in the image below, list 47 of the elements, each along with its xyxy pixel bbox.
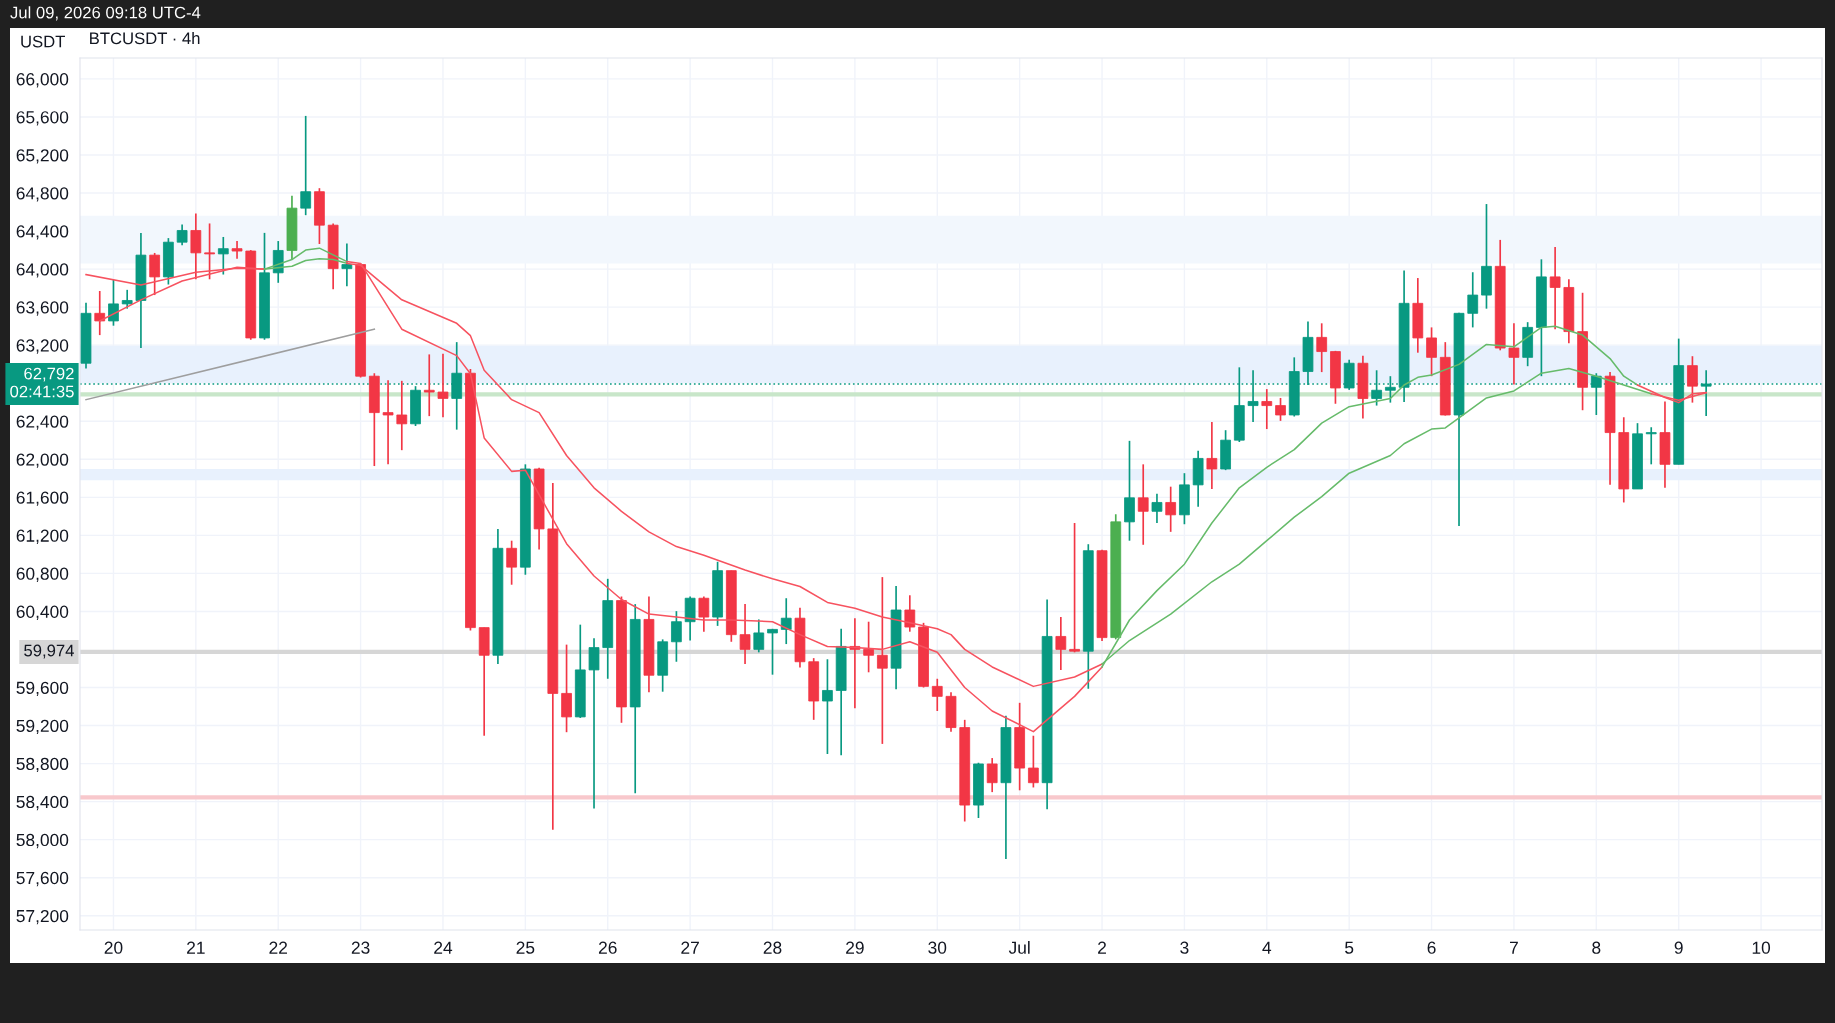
x-tick-label: 20 (104, 941, 123, 954)
y-tick-label: 64,400 (16, 225, 69, 240)
y-tick-label: 65,200 (16, 149, 69, 164)
y-tick-label: 58,400 (16, 795, 69, 811)
y-tick-label: 60,400 (16, 605, 69, 620)
y-tick-label: 60,800 (16, 567, 69, 582)
ref-line-label: 62,792 02:41:35 (10, 367, 74, 398)
x-tick-label: 25 (516, 941, 535, 954)
x-tick-label: 3 (1180, 941, 1189, 954)
y-tick-label: 62,000 (16, 453, 69, 468)
x-tick-label: 24 (434, 941, 453, 954)
chart-title: BTCUSDT · 4h (90, 32, 200, 45)
x-tick-label: 4 (1262, 941, 1272, 954)
y-tick-label: 59,200 (16, 719, 69, 735)
y-tick-label: 64,000 (16, 263, 69, 278)
x-tick-label: 5 (1345, 941, 1354, 954)
x-tick-label: 2 (1098, 941, 1106, 954)
y-tick-label: 61,600 (16, 491, 69, 506)
x-tick-label: 9 (1674, 941, 1683, 954)
x-tick-label: 6 (1427, 941, 1436, 954)
y-tick-label: 64,800 (16, 187, 69, 202)
x-tick-label: 22 (269, 941, 288, 954)
x-tick-label: 10 (1752, 941, 1771, 954)
x-tick-label: 21 (187, 941, 205, 954)
y-tick-label: 59,600 (16, 681, 69, 697)
y-tick-label: 63,200 (16, 339, 69, 354)
x-tick-label: 28 (763, 941, 782, 954)
x-tick-label: 29 (846, 941, 864, 954)
y-tick-label: 66,000 (16, 73, 69, 88)
x-tick-label: 8 (1592, 941, 1601, 954)
y-tick-label: 58,000 (16, 833, 69, 849)
x-tick-label: Jul (1008, 941, 1030, 954)
y-tick-label: 58,800 (16, 757, 69, 773)
y-tick-label: 57,200 (16, 909, 69, 925)
text: Jul 09, 2026 09:18 UTC-4 (10, 6, 201, 21)
x-tick-label: 23 (351, 941, 370, 954)
y-tick-label: 63,600 (16, 301, 69, 316)
y-tick-label: 57,600 (16, 871, 69, 887)
x-tick-label: 30 (928, 941, 947, 954)
ref-line-label: 59,974 (24, 644, 74, 659)
x-tick-label: 27 (681, 941, 699, 954)
text: USDT (21, 35, 65, 48)
x-tick-label: 7 (1509, 941, 1518, 954)
y-tick-label: 61,200 (16, 529, 69, 544)
y-tick-label: 65,600 (16, 111, 69, 126)
x-tick-label: 26 (598, 941, 617, 954)
y-tick-label: 62,400 (16, 415, 69, 430)
